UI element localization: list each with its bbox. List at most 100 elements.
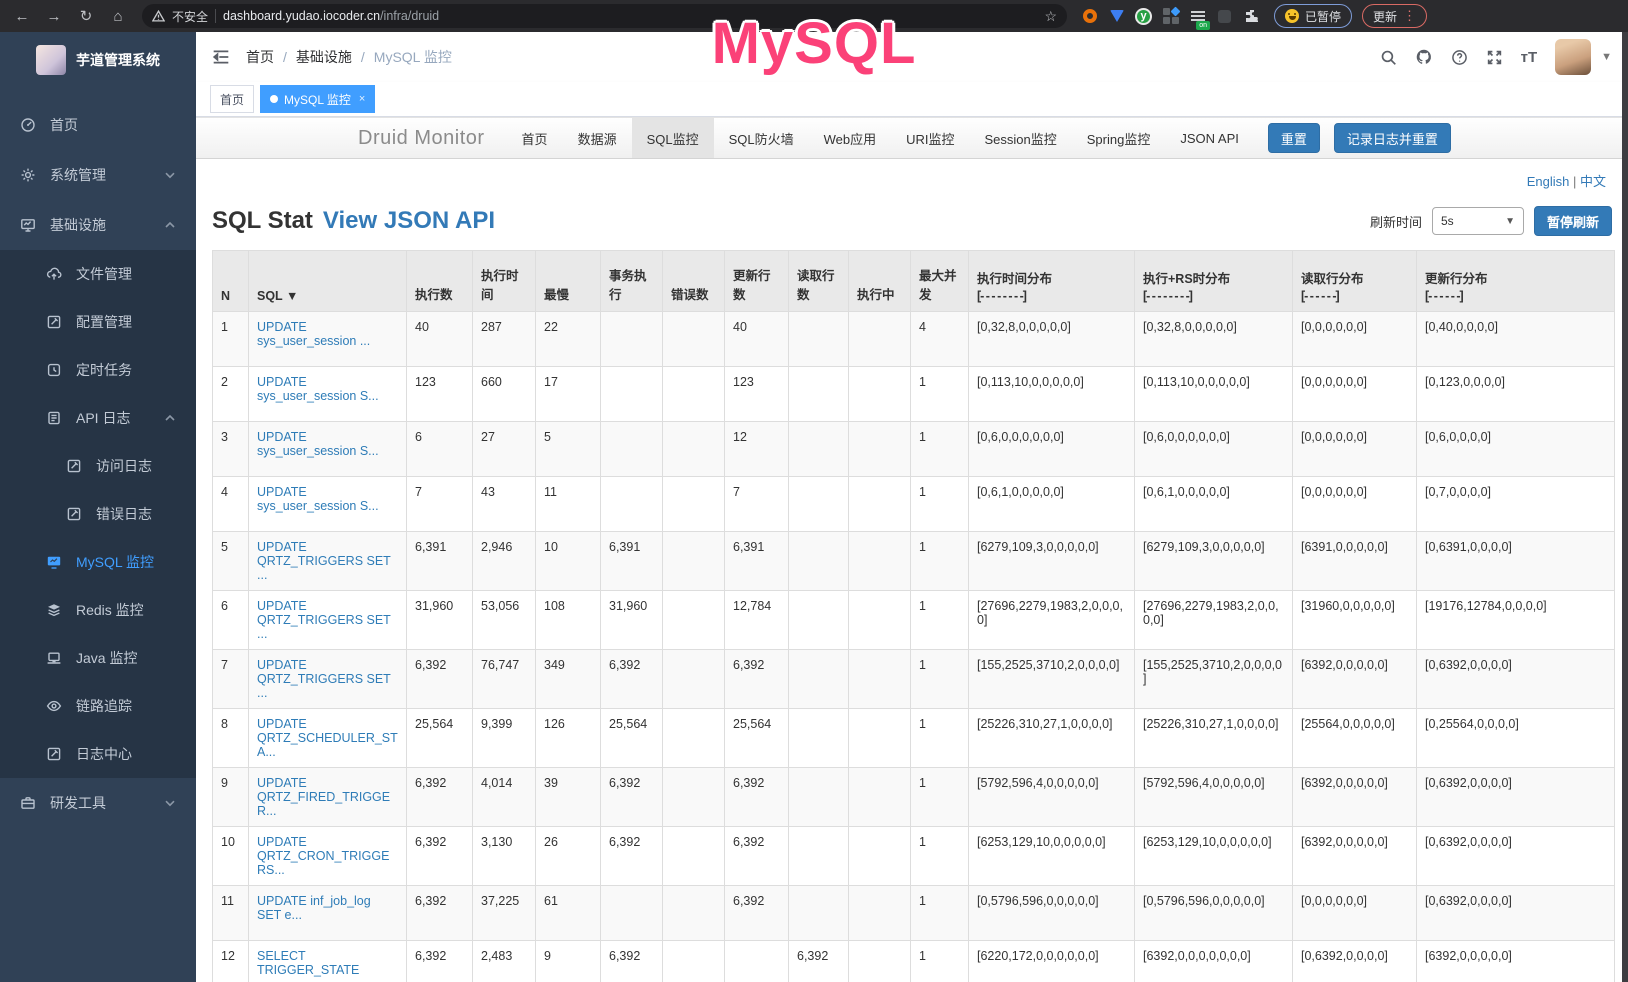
log-and-reset-button[interactable]: 记录日志并重置 [1333,123,1451,153]
extension-dark-icon[interactable] [1216,8,1233,25]
cell: 6 [406,421,473,477]
search-icon[interactable] [1380,49,1397,66]
cell: 123 [724,366,789,422]
pause-refresh-button[interactable]: 暂停刷新 [1533,206,1612,236]
user-menu-caret-icon[interactable]: ▼ [1601,51,1612,63]
extensions-puzzle-icon[interactable] [1243,8,1260,25]
sidebar-item-首页[interactable]: 首页 [0,100,196,150]
breadcrumb-home[interactable]: 首页 [246,49,274,65]
druid-nav-session监控[interactable]: Session监控 [984,131,1057,147]
help-icon[interactable] [1451,49,1468,66]
cell [848,311,911,367]
sidebar-item-基础设施[interactable]: 基础设施 [0,200,196,250]
sql-link[interactable]: UPDATE QRTZ_TRIGGERS SET ... [257,599,391,641]
user-avatar[interactable] [1555,39,1592,75]
sql-link[interactable]: UPDATE sys_user_session S... [257,485,379,513]
lang-chinese-link[interactable]: 中文 [1579,174,1606,189]
sidebar-item-java-监控[interactable]: Java 监控 [0,634,196,682]
browser-update-button[interactable]: 更新 ⋮ [1362,4,1428,28]
table-row: 9 UPDATE QRTZ_FIRED_TRIGGER... 6,392 4,014 3… [212,767,1615,827]
sql-link[interactable]: UPDATE QRTZ_TRIGGERS SET ... [257,540,391,582]
breadcrumb-infra[interactable]: 基础设施 [295,49,352,65]
reload-icon[interactable]: ↻ [79,8,93,25]
sidebar-item-label: MySQL 监控 [76,554,155,570]
sidebar-item-系统管理[interactable]: 系统管理 [0,150,196,200]
sidebar-item-访问日志[interactable]: 访问日志 [0,442,196,490]
forward-icon[interactable]: → [46,7,62,25]
lang-english-link[interactable]: English [1526,174,1570,189]
extension-squares-icon[interactable] [1162,6,1180,25]
refresh-interval-select[interactable]: 5s ▼ [1431,207,1524,235]
java-monitor-icon [46,650,62,666]
security-label[interactable]: 不安全 [172,9,209,24]
sidebar-item-配置管理[interactable]: 配置管理 [0,298,196,346]
sql-link[interactable]: SELECT TRIGGER_STATE [257,949,360,977]
address-bar[interactable]: 不安全 dashboard.yudao.iocoder.cn/infra/dru… [142,4,1067,28]
url-text[interactable]: dashboard.yudao.iocoder.cn/infra/druid [223,9,440,23]
cell: 26 [535,826,601,886]
cell: 12 [212,940,249,982]
sql-link[interactable]: UPDATE inf_job_log SET e... [257,894,371,922]
reset-button[interactable]: 重置 [1267,123,1320,153]
sql-link[interactable]: UPDATE QRTZ_TRIGGERS SET ... [257,658,391,700]
bookmark-star-icon[interactable]: ☆ [1044,7,1057,24]
cell: 1 [910,649,969,709]
breadcrumb: 首页 / 基础设施 / MySQL 监控 [246,49,452,65]
sidebar-item-链路追踪[interactable]: 链路追踪 [0,682,196,730]
sidebar-item-研发工具[interactable]: 研发工具 [0,778,196,828]
sidebar-item-redis-监控[interactable]: Redis 监控 [0,586,196,634]
druid-nav-sql防火墙[interactable]: SQL防火墙 [728,131,794,147]
profile-paused-badge[interactable]: 已暂停 [1274,4,1353,28]
druid-nav-web应用[interactable]: Web应用 [823,131,877,147]
druid-nav-数据源[interactable]: 数据源 [577,131,617,147]
home-icon[interactable]: ⌂ [113,7,123,25]
sidebar-item-错误日志[interactable]: 错误日志 [0,490,196,538]
cell: 22 [535,311,601,367]
column-header-sql[interactable]: SQL ▼ [248,250,407,312]
cell: 6,392 [406,826,473,886]
cell: 4 [910,311,969,367]
view-json-api-link[interactable]: View JSON API [322,207,495,234]
sql-link[interactable]: UPDATE sys_user_session S... [257,375,379,403]
back-icon[interactable]: ← [14,7,30,25]
github-icon[interactable] [1415,48,1433,66]
log-icon [46,410,62,426]
cell: 6,392 [724,767,789,827]
cell: 6,392 [724,885,789,941]
sidebar-item-mysql-监控[interactable]: MySQL 监控 [0,538,196,586]
sql-link[interactable]: UPDATE QRTZ_FIRED_TRIGGER... [257,776,391,818]
font-size-icon[interactable]: тT [1520,48,1538,66]
tab-首页[interactable]: 首页 [210,85,255,113]
cell: 1 [910,531,969,591]
sidebar-item-日志中心[interactable]: 日志中心 [0,730,196,778]
druid-nav-首页[interactable]: 首页 [521,131,548,147]
sql-link[interactable]: UPDATE QRTZ_SCHEDULER_STA... [257,717,398,759]
tab-mysql-监控[interactable]: MySQL 监控 × [260,85,376,113]
extension-y-icon[interactable]: y [1135,7,1152,25]
sql-link[interactable]: UPDATE sys_user_session S... [257,430,379,458]
sidebar-item-定时任务[interactable]: 定时任务 [0,346,196,394]
close-icon[interactable]: × [358,93,366,105]
druid-nav-uri监控[interactable]: URI监控 [906,131,955,147]
extension-list-icon[interactable]: on [1189,8,1210,30]
cell [788,476,849,532]
sidebar-item-文件管理[interactable]: 文件管理 [0,250,196,298]
column-header-执行时间分布: 执行时间分布 [- - - - - - - -] [968,250,1135,312]
sql-link[interactable]: UPDATE sys_user_session ... [257,320,371,348]
extension-donut-icon[interactable] [1081,8,1098,25]
sidebar-toggle-icon[interactable] [212,48,230,66]
cell [662,767,725,827]
divider [215,9,217,23]
sql-cell: UPDATE QRTZ_FIRED_TRIGGER... [248,767,407,827]
druid-nav-sql监控[interactable]: SQL监控 [631,118,714,158]
chrome-menu-icon[interactable]: ⋮ [1403,8,1417,23]
druid-nav-json-api[interactable]: JSON API [1180,130,1239,146]
cell [662,885,725,941]
extension-gem-icon[interactable] [1108,8,1125,25]
sidebar-item-api-日志[interactable]: API 日志 [0,394,196,442]
sql-link[interactable]: UPDATE QRTZ_CRON_TRIGGERS... [257,835,390,877]
cell: 9,399 [472,708,536,768]
fullscreen-icon[interactable] [1486,49,1503,66]
druid-nav-spring监控[interactable]: Spring监控 [1086,131,1151,147]
window-scrollbar[interactable] [1622,32,1628,982]
